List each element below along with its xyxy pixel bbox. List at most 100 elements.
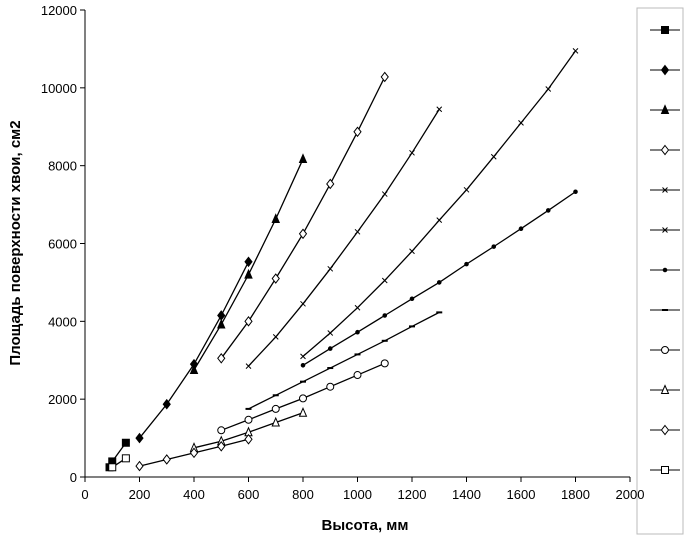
marker bbox=[244, 415, 253, 424]
x-tick-label: 1600 bbox=[507, 487, 536, 502]
x-tick-label: 0 bbox=[81, 487, 88, 502]
marker bbox=[545, 208, 551, 213]
marker bbox=[326, 178, 335, 190]
marker bbox=[662, 187, 668, 193]
x-tick-label: 1400 bbox=[452, 487, 481, 502]
marker bbox=[660, 104, 670, 114]
marker bbox=[217, 352, 226, 364]
marker bbox=[354, 304, 361, 311]
marker bbox=[299, 394, 307, 403]
marker bbox=[271, 273, 280, 284]
marker bbox=[660, 424, 670, 436]
marker bbox=[518, 120, 524, 126]
marker bbox=[409, 248, 415, 255]
marker bbox=[436, 280, 442, 285]
marker bbox=[121, 438, 130, 447]
marker bbox=[300, 353, 306, 360]
marker bbox=[298, 228, 308, 240]
marker bbox=[573, 189, 578, 195]
marker bbox=[244, 256, 253, 268]
marker bbox=[661, 466, 669, 474]
marker bbox=[135, 460, 144, 472]
marker bbox=[298, 153, 308, 164]
marker bbox=[327, 330, 334, 336]
y-tick-label: 2000 bbox=[48, 392, 77, 407]
marker bbox=[490, 153, 497, 160]
marker bbox=[189, 447, 199, 459]
x-tick-label: 400 bbox=[183, 487, 205, 502]
marker bbox=[353, 371, 362, 380]
marker bbox=[300, 363, 306, 368]
series-line bbox=[302, 50, 577, 357]
marker bbox=[661, 26, 669, 34]
marker bbox=[464, 261, 469, 267]
marker bbox=[245, 363, 252, 369]
marker bbox=[545, 86, 552, 92]
marker bbox=[298, 407, 308, 417]
x-tick-label: 1200 bbox=[398, 487, 427, 502]
marker bbox=[660, 384, 670, 394]
x-tick-label: 600 bbox=[238, 487, 260, 502]
marker bbox=[382, 313, 388, 318]
y-tick-label: 0 bbox=[70, 470, 77, 485]
marker bbox=[518, 226, 524, 232]
marker bbox=[121, 454, 130, 463]
x-tick-label: 1800 bbox=[561, 487, 590, 502]
marker bbox=[436, 217, 443, 224]
series-line bbox=[302, 191, 576, 366]
marker bbox=[380, 71, 389, 83]
marker bbox=[463, 186, 470, 193]
marker bbox=[354, 228, 361, 235]
marker bbox=[355, 329, 360, 335]
marker bbox=[244, 316, 253, 327]
marker bbox=[660, 144, 670, 156]
marker bbox=[135, 432, 144, 444]
marker bbox=[409, 296, 415, 302]
marker bbox=[380, 359, 389, 368]
series-line bbox=[220, 76, 386, 359]
x-tick-label: 800 bbox=[292, 487, 314, 502]
marker bbox=[217, 440, 226, 452]
legend-box bbox=[636, 7, 684, 535]
marker bbox=[662, 267, 668, 273]
marker bbox=[244, 433, 253, 445]
marker bbox=[662, 227, 668, 233]
marker bbox=[381, 191, 388, 197]
x-axis-label: Высота, мм bbox=[322, 517, 409, 534]
marker bbox=[162, 398, 171, 410]
marker bbox=[162, 454, 171, 465]
marker bbox=[572, 48, 579, 54]
marker bbox=[436, 106, 443, 113]
y-tick-label: 8000 bbox=[48, 159, 77, 174]
marker bbox=[300, 300, 306, 307]
marker bbox=[272, 334, 279, 340]
marker bbox=[381, 277, 388, 284]
marker bbox=[491, 244, 497, 249]
marker bbox=[353, 126, 362, 138]
marker bbox=[660, 64, 670, 76]
marker bbox=[409, 149, 415, 156]
marker bbox=[244, 268, 253, 279]
x-tick-label: 1000 bbox=[343, 487, 372, 502]
marker bbox=[271, 416, 281, 427]
marker bbox=[327, 265, 334, 272]
marker bbox=[271, 213, 281, 223]
marker bbox=[661, 346, 669, 354]
marker bbox=[216, 318, 226, 329]
y-tick-label: 12000 bbox=[41, 3, 77, 18]
marker bbox=[271, 404, 280, 413]
marker bbox=[189, 364, 199, 374]
y-tick-label: 4000 bbox=[48, 314, 77, 329]
series-line bbox=[138, 261, 250, 439]
marker bbox=[326, 382, 335, 391]
marker bbox=[217, 426, 226, 435]
y-tick-label: 10000 bbox=[41, 81, 77, 96]
marker bbox=[108, 463, 117, 472]
marker bbox=[327, 346, 333, 351]
y-tick-label: 6000 bbox=[48, 237, 77, 252]
series-line bbox=[248, 311, 440, 410]
series-line bbox=[248, 108, 440, 367]
y-axis-label: Площадь поверхности хвои, см2 bbox=[7, 120, 24, 365]
